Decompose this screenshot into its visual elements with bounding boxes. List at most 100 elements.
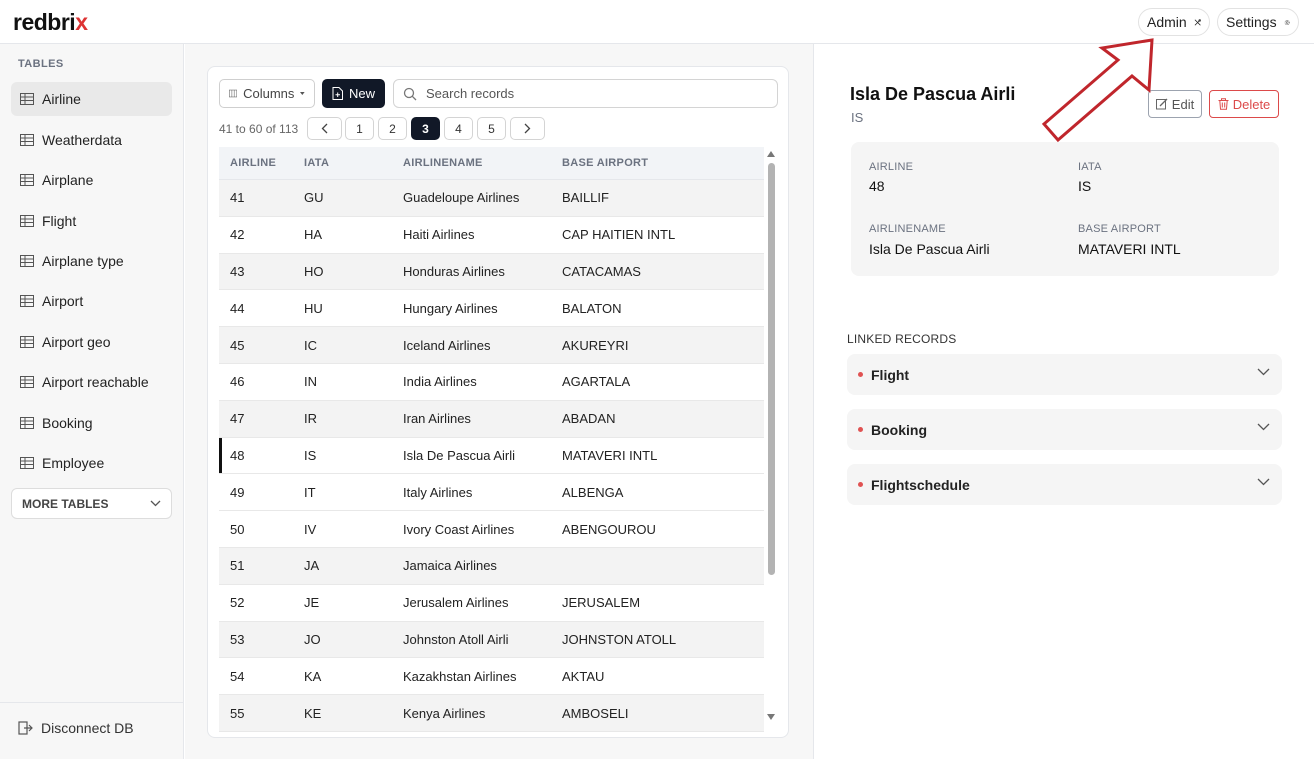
more-tables-dropdown[interactable]: MORE TABLES: [11, 488, 172, 519]
status-dot: [858, 372, 863, 377]
new-label: New: [348, 86, 375, 101]
table-row[interactable]: 44 HU Hungary Airlines BALATON: [219, 290, 764, 328]
settings-button[interactable]: Settings: [1217, 8, 1299, 36]
sidebar-item-label: Airport reachable: [42, 374, 149, 390]
table-row[interactable]: 54 KA Kazakhstan Airlines AKTAU: [219, 658, 764, 696]
cell-iata: IT: [304, 484, 316, 500]
cell-base-airport: CATACAMAS: [562, 263, 641, 279]
table-row[interactable]: 52 JE Jerusalem Airlines JERUSALEM: [219, 584, 764, 622]
sidebar-item-label: Employee: [42, 455, 105, 471]
column-header-base-airport[interactable]: BASE AIRPORT: [562, 157, 649, 169]
next-page-button[interactable]: [510, 117, 545, 140]
cell-airlinename: Iran Airlines: [403, 411, 471, 427]
cell-airline: 49: [230, 484, 245, 500]
table-row[interactable]: 51 JA Jamaica Airlines: [219, 547, 764, 585]
table-row[interactable]: 45 IC Iceland Airlines AKUREYRI: [219, 327, 764, 364]
sidebar-item-flight[interactable]: Flight: [11, 204, 172, 238]
table-row[interactable]: 42 HA Haiti Airlines CAP HAITIEN INTL: [219, 216, 764, 254]
logo[interactable]: redbrix: [13, 9, 88, 35]
page-button-2[interactable]: 2: [378, 117, 407, 140]
sidebar-item-airport-reachable[interactable]: Airport reachable: [11, 365, 172, 399]
cell-airline: 47: [230, 411, 245, 427]
cell-base-airport: BAILLIF: [562, 190, 609, 206]
cell-airline: 43: [230, 263, 245, 279]
search-placeholder: Search records: [426, 86, 515, 101]
table-icon: [20, 295, 34, 307]
sidebar-item-label: Airline: [42, 91, 81, 107]
sidebar-item-booking[interactable]: Booking: [11, 406, 172, 440]
admin-button[interactable]: Admin: [1138, 8, 1210, 36]
cell-airline: 53: [230, 631, 245, 647]
status-dot: [858, 427, 863, 432]
cell-iata: KA: [304, 668, 322, 684]
chevron-left-icon: [321, 123, 328, 134]
column-header-airline[interactable]: AIRLINE: [230, 157, 277, 169]
record-fields: AIRLINE 48 IATA IS AIRLINENAME Isla De P…: [851, 142, 1279, 276]
sidebar-item-airplane-type[interactable]: Airplane type: [11, 244, 172, 278]
cell-airline: 46: [230, 374, 245, 390]
table-icon: [20, 255, 34, 267]
prev-page-button[interactable]: [307, 117, 342, 140]
table-row[interactable]: 53 JO Johnston Atoll Airli JOHNSTON ATOL…: [219, 621, 764, 659]
linked-booking-accordion[interactable]: Booking: [847, 409, 1282, 450]
sidebar: TABLES Airline Weatherdata Airplane Flig…: [0, 44, 184, 759]
table-row[interactable]: 43 HO Honduras Airlines CATACAMAS: [219, 253, 764, 291]
columns-button[interactable]: Columns: [219, 79, 315, 108]
table-row[interactable]: 47 IR Iran Airlines ABADAN: [219, 400, 764, 438]
sidebar-item-airline[interactable]: Airline: [11, 82, 172, 116]
cell-airlinename: Ivory Coast Airlines: [403, 521, 515, 537]
scrollbar-thumb[interactable]: [768, 163, 775, 575]
cell-iata: JO: [304, 631, 321, 647]
linked-label: Flight: [871, 366, 910, 383]
sidebar-item-weatherdata[interactable]: Weatherdata: [11, 123, 172, 157]
page-button-5[interactable]: 5: [477, 117, 506, 140]
sidebar-item-airport[interactable]: Airport: [11, 284, 172, 318]
cell-base-airport: JOHNSTON ATOLL: [562, 631, 677, 647]
scroll-up-arrow[interactable]: [767, 151, 775, 157]
search-input[interactable]: Search records: [393, 79, 778, 108]
cell-airline: 42: [230, 227, 245, 243]
records-card: Columns New Search records 41 to 60 of 1…: [207, 66, 789, 738]
table-row[interactable]: 41 GU Guadeloupe Airlines BAILLIF: [219, 180, 764, 217]
cell-base-airport: BALATON: [562, 300, 622, 316]
table-row-selected[interactable]: 48 IS Isla De Pascua Airli MATAVERI INTL: [219, 437, 764, 475]
cell-iata: JE: [304, 595, 320, 611]
page-button-1[interactable]: 1: [345, 117, 374, 140]
sidebar-item-airplane[interactable]: Airplane: [11, 163, 172, 197]
linked-records-title: LINKED RECORDS: [847, 332, 957, 346]
column-header-iata[interactable]: IATA: [304, 157, 330, 169]
column-header-airlinename[interactable]: AIRLINENAME: [403, 157, 483, 169]
table-row[interactable]: 50 IV Ivory Coast Airlines ABENGOUROU: [219, 511, 764, 548]
sidebar-item-label: Flight: [42, 213, 77, 229]
sidebar-item-label: Weatherdata: [42, 132, 122, 148]
delete-button[interactable]: Delete: [1209, 90, 1279, 118]
linked-label: Booking: [871, 421, 927, 438]
new-record-button[interactable]: New: [322, 79, 385, 108]
field-label-base-airport: BASE AIRPORT: [1078, 223, 1161, 235]
cell-iata: HO: [304, 263, 324, 279]
page-button-4[interactable]: 4: [444, 117, 473, 140]
delete-label: Delete: [1232, 96, 1271, 112]
table-icon: [20, 336, 34, 348]
table-scrollbar[interactable]: [765, 147, 777, 727]
linked-flightschedule-accordion[interactable]: Flightschedule: [847, 464, 1282, 505]
scroll-down-arrow[interactable]: [767, 714, 775, 720]
sidebar-item-label: Airport: [42, 293, 84, 309]
table-row[interactable]: 55 KE Kenya Airlines AMBOSELI: [219, 695, 764, 732]
cell-iata: IN: [304, 374, 317, 390]
field-value-iata: IS: [1078, 178, 1092, 194]
sidebar-item-airport-geo[interactable]: Airport geo: [11, 325, 172, 359]
disconnect-db-button[interactable]: Disconnect DB: [18, 720, 134, 736]
linked-flight-accordion[interactable]: Flight: [847, 354, 1282, 395]
cell-iata: IR: [304, 411, 317, 427]
cell-airline: 55: [230, 705, 245, 721]
cell-iata: IS: [304, 447, 317, 463]
page-button-3[interactable]: 3: [411, 117, 440, 140]
caret-down-icon: [300, 92, 305, 95]
table-row[interactable]: 49 IT Italy Airlines ALBENGA: [219, 474, 764, 512]
sidebar-item-employee[interactable]: Employee: [11, 446, 172, 480]
cell-airlinename: Hungary Airlines: [403, 300, 498, 316]
record-detail-panel: Isla De Pascua Airli IS Edit Delete AIRL…: [813, 44, 1314, 759]
table-row[interactable]: 46 IN India Airlines AGARTALA: [219, 363, 764, 401]
edit-button[interactable]: Edit: [1148, 90, 1202, 118]
